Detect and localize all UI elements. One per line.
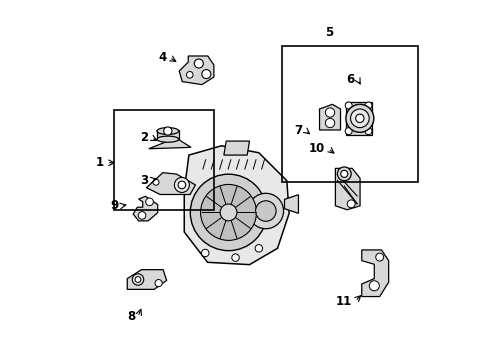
Polygon shape [133, 196, 158, 221]
Circle shape [355, 114, 364, 122]
Circle shape [145, 198, 153, 206]
Circle shape [190, 174, 266, 251]
Bar [113, 110, 214, 211]
Text: 9: 9 [110, 199, 118, 212]
Circle shape [153, 179, 159, 185]
Circle shape [325, 108, 334, 117]
Circle shape [220, 204, 237, 221]
Circle shape [345, 102, 351, 109]
Polygon shape [361, 250, 388, 297]
Circle shape [186, 72, 193, 78]
Circle shape [163, 127, 172, 135]
Polygon shape [179, 56, 213, 85]
Polygon shape [284, 195, 298, 213]
Circle shape [346, 200, 354, 208]
Circle shape [138, 212, 145, 219]
Circle shape [340, 170, 347, 177]
Text: 2: 2 [140, 131, 148, 144]
Circle shape [178, 181, 185, 189]
Circle shape [364, 102, 371, 109]
Circle shape [155, 279, 162, 287]
Circle shape [350, 109, 368, 128]
Circle shape [174, 177, 189, 193]
Text: 1: 1 [96, 156, 104, 169]
Circle shape [135, 276, 141, 282]
Polygon shape [335, 168, 359, 210]
Polygon shape [319, 104, 340, 130]
Bar [282, 45, 418, 182]
Text: 6: 6 [346, 73, 354, 86]
Circle shape [345, 104, 373, 132]
Text: 5: 5 [325, 26, 333, 39]
Circle shape [364, 128, 371, 135]
Text: 8: 8 [126, 310, 135, 324]
Text: 10: 10 [308, 142, 325, 155]
Circle shape [231, 254, 239, 261]
Circle shape [375, 253, 383, 261]
Bar [157, 130, 179, 139]
Circle shape [337, 167, 350, 181]
Polygon shape [148, 138, 191, 149]
Circle shape [132, 274, 143, 285]
Ellipse shape [157, 136, 179, 142]
Circle shape [200, 184, 256, 240]
Text: 4: 4 [158, 51, 166, 64]
Circle shape [201, 249, 208, 257]
Polygon shape [346, 102, 372, 135]
Polygon shape [184, 146, 288, 265]
Polygon shape [224, 141, 249, 155]
Text: 7: 7 [294, 124, 302, 137]
Polygon shape [146, 173, 195, 194]
Text: 3: 3 [140, 174, 148, 186]
Circle shape [202, 69, 210, 78]
Circle shape [255, 244, 262, 252]
Circle shape [325, 118, 334, 128]
Circle shape [368, 281, 379, 291]
Circle shape [345, 128, 351, 135]
Circle shape [247, 193, 283, 229]
Circle shape [255, 201, 276, 221]
Circle shape [194, 59, 203, 68]
Text: 11: 11 [335, 295, 351, 308]
Ellipse shape [157, 127, 179, 134]
Polygon shape [127, 270, 166, 289]
